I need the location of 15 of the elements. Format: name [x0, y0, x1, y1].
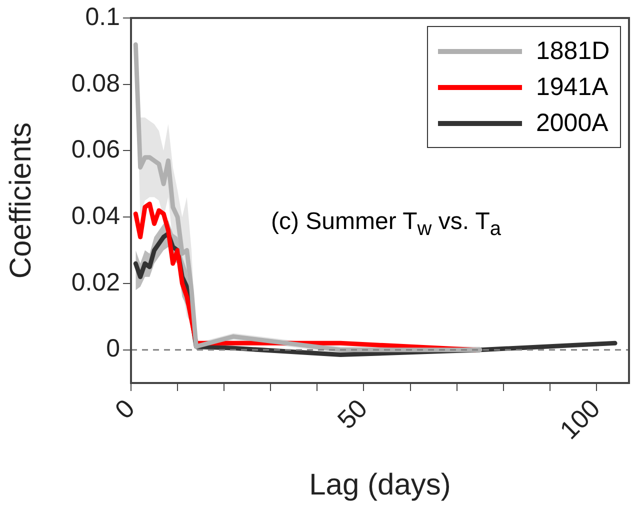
annotation: (c) Summer T$_{w}$ vs. T$_{a}$	[271, 208, 502, 241]
y-axis-title: Coefficients	[4, 122, 38, 279]
x-tick-label: 50	[331, 393, 374, 435]
y-tick-label: 0.08	[71, 69, 120, 98]
y-tick-label: 0.04	[71, 202, 120, 230]
legend-label: 1881D	[536, 36, 610, 66]
x-tick-label: 0	[108, 393, 140, 425]
y-tick-label: 0.1	[85, 2, 120, 31]
y-tick-label: 0.06	[71, 136, 120, 164]
x-tick-label: 100	[554, 393, 606, 446]
y-tick-label: 0.02	[71, 268, 120, 296]
y-tick-label: 0	[106, 334, 120, 363]
x-axis-title: Lag (days)	[309, 468, 451, 502]
legend-label: 2000A	[536, 108, 608, 138]
legend-label: 1941A	[536, 72, 608, 102]
